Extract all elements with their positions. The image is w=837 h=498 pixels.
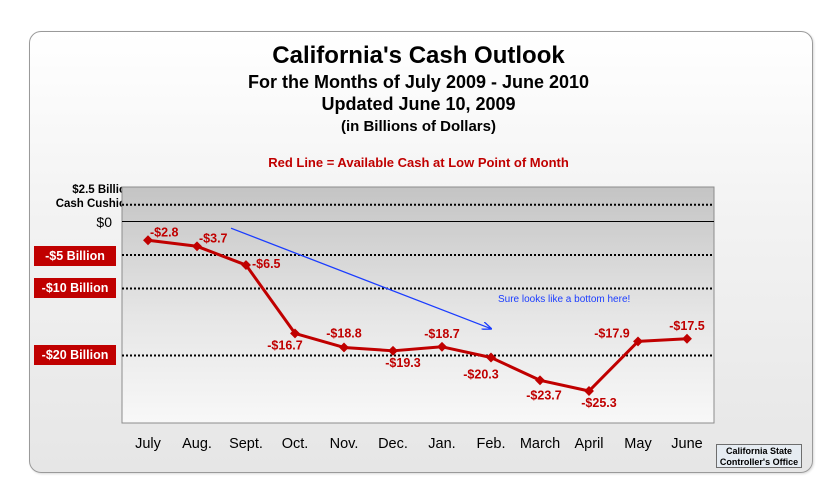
x-tick-label-may: May — [624, 436, 652, 452]
data-point-nov — [339, 342, 349, 353]
chart-title: California's Cash Outlook — [272, 42, 565, 69]
trend-arrow — [230, 227, 491, 329]
ref-label-minus-10-billion: -$10 Billion — [34, 278, 116, 298]
data-label-jan: -$18.7 — [424, 327, 459, 341]
source-badge: California State Controller's Office — [716, 444, 802, 468]
chart-legend: Red Line = Available Cash at Low Point o… — [268, 155, 569, 170]
data-label-july: -$2.8 — [150, 225, 179, 239]
data-point-jan — [437, 341, 447, 352]
source-badge-line2: Controller's Office — [719, 457, 799, 467]
data-point-feb — [486, 352, 496, 363]
cushion-label-line1: $2.5 Billion — [72, 184, 133, 196]
data-label-march: -$23.7 — [526, 388, 561, 402]
data-label-feb: -$20.3 — [463, 368, 498, 382]
data-label-aug: -$3.7 — [199, 231, 228, 245]
x-tick-label-june: June — [671, 436, 703, 452]
cushion-label-line2: Cash Cushion — [55, 198, 133, 210]
plot-area — [121, 186, 715, 424]
chart-subtitle-period: For the Months of July 2009 - June 2010 — [247, 72, 590, 92]
data-label-oct: -$16.7 — [267, 338, 302, 352]
x-tick-label-nov: Nov. — [329, 436, 359, 452]
data-point-april — [584, 386, 594, 396]
data-label-may: -$17.9 — [594, 326, 629, 340]
x-tick-label-aug: Aug. — [182, 436, 212, 452]
chart-subtitle-units: (in Billions of Dollars) — [340, 118, 496, 135]
zero-axis-label: $0 — [96, 214, 112, 230]
x-tick-label-sept: Sept. — [229, 436, 263, 452]
x-tick-label-oct: Oct. — [281, 436, 309, 452]
source-badge-line1: California State — [725, 446, 792, 456]
reference-lines — [122, 203, 714, 357]
data-point-june — [682, 333, 692, 344]
x-tick-label-dec: Dec. — [378, 436, 408, 452]
series-layer: -$2.8 -$3.7 -$6.5 -$16.7 -$18.8 -$19.3 -$18.7 -… — [143, 225, 705, 410]
data-label-april: -$25.3 — [581, 396, 616, 410]
data-label-sept: -$6.5 — [252, 257, 281, 271]
data-point-oct — [290, 328, 300, 339]
ref-label-minus-5-billion: -$5 Billion — [34, 246, 116, 266]
annotation-layer: Sure looks like a bottom here! — [230, 227, 630, 329]
data-label-dec: -$19.3 — [385, 356, 420, 370]
cash-series-line — [147, 238, 688, 393]
data-point-march — [535, 375, 545, 386]
x-tick-label-jan: Jan. — [428, 436, 456, 452]
data-point-aug — [192, 241, 202, 252]
annotation-text: Sure looks like a bottom here! — [498, 294, 630, 305]
x-tick-label-july: July — [135, 436, 161, 452]
x-tick-label-april: April — [574, 436, 604, 452]
chart-subtitle-updated: Updated June 10, 2009 — [321, 94, 516, 114]
data-label-june: -$17.5 — [669, 319, 704, 333]
data-point-sept — [241, 260, 251, 270]
x-tick-label-feb: Feb. — [476, 436, 506, 452]
x-tick-label-march: March — [519, 436, 561, 452]
data-label-nov: -$18.8 — [326, 326, 361, 340]
data-point-july — [143, 235, 153, 246]
ref-label-minus-20-billion: -$20 Billion — [34, 345, 116, 365]
data-point-may — [633, 336, 643, 347]
data-point-dec — [388, 345, 398, 356]
